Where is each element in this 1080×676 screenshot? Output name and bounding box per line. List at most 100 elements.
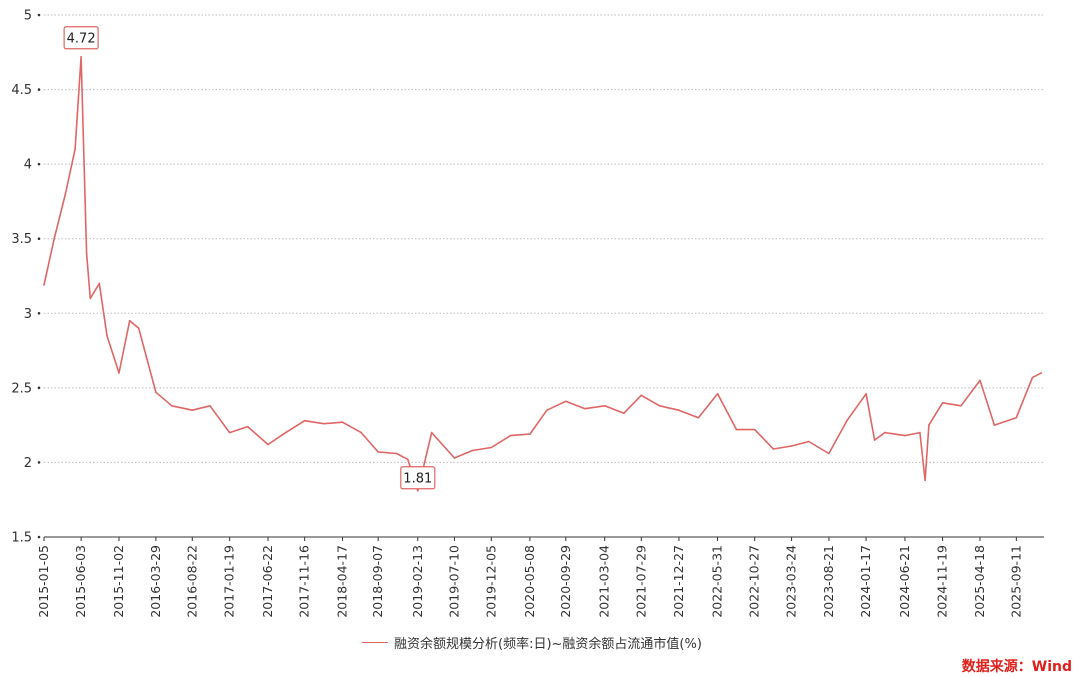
data-point-32 <box>509 434 512 437</box>
callout-label-0: 4.72 <box>67 31 96 46</box>
data-point-52 <box>873 439 876 441</box>
y-tick-label-6: 4.5 <box>11 83 32 98</box>
x-tick-label-11: 2019-07-10 <box>446 545 461 618</box>
data-point-33 <box>529 433 531 435</box>
x-tick-label-12: 2019-12-05 <box>483 545 498 618</box>
x-tick-label-20: 2023-03-24 <box>784 545 799 618</box>
source-note: 数据来源：Wind <box>961 659 1072 675</box>
data-point-39 <box>640 394 643 397</box>
data-point-59 <box>960 404 962 407</box>
x-tick-label-3: 2016-03-29 <box>148 545 163 618</box>
data-point-37 <box>603 404 606 407</box>
data-point-46 <box>772 448 775 450</box>
y-tick-mark-0 <box>37 535 41 539</box>
y-tick-label-2: 2.5 <box>11 381 32 396</box>
x-tick-label-19: 2022-10-27 <box>747 545 762 618</box>
data-point-24 <box>377 451 379 453</box>
x-tick-label-8: 2018-04-17 <box>335 545 350 618</box>
y-tick-label-3: 3 <box>24 307 32 322</box>
data-point-25 <box>395 452 398 455</box>
data-point-28 <box>430 431 433 434</box>
x-tick-label-5: 2017-01-19 <box>222 545 237 618</box>
data-point-8 <box>106 334 108 337</box>
x-tick-label-21: 2023-08-21 <box>821 545 836 618</box>
line-chart: 1.522.533.544.55 2015-01-05 2015-06-03 201… <box>11 9 1044 618</box>
series-line-0 <box>43 56 1042 492</box>
data-point-54 <box>904 434 906 437</box>
data-point-34 <box>546 409 548 412</box>
x-tick-label-24: 2024-11-19 <box>935 545 950 618</box>
x-tick-label-6: 2017-06-22 <box>260 545 275 618</box>
data-point-53 <box>883 431 886 434</box>
data-point-4 <box>80 55 82 58</box>
data-point-35 <box>565 400 567 403</box>
callout-box-1 <box>400 466 436 490</box>
data-point-16 <box>228 431 231 434</box>
data-point-58 <box>941 401 944 404</box>
y-tick-mark-1 <box>37 461 41 464</box>
data-point-64 <box>1040 372 1043 374</box>
data-point-40 <box>658 404 661 407</box>
callout-1: 1.81 <box>400 466 436 490</box>
y-tick-label-0: 1.5 <box>11 531 32 546</box>
x-tick-label-10: 2019-02-13 <box>410 545 425 618</box>
data-point-29 <box>453 457 456 459</box>
data-point-15 <box>209 404 211 407</box>
data-point-20 <box>303 419 306 422</box>
x-tick-label-17: 2021-12-27 <box>671 545 686 618</box>
y-tick-label-5: 4 <box>24 158 32 173</box>
data-point-62 <box>1015 416 1018 419</box>
x-tick-label-18: 2022-05-31 <box>710 545 725 618</box>
x-tick-label-16: 2021-07-29 <box>633 545 648 618</box>
data-point-38 <box>623 412 625 415</box>
data-point-44 <box>735 428 738 431</box>
x-tick-label-13: 2020-05-08 <box>522 545 537 618</box>
x-tick-label-23: 2024-06-21 <box>897 545 912 618</box>
data-point-22 <box>341 421 344 423</box>
data-point-26 <box>407 458 409 461</box>
x-tick-label-25: 2025-04-18 <box>972 545 987 618</box>
y-tick-label-1: 2 <box>24 456 32 471</box>
data-point-36 <box>584 407 586 410</box>
legend: 融资余额规模分析(频率:日)~融资余额占流通市值(%) <box>362 633 702 652</box>
data-point-19 <box>284 431 287 434</box>
data-point-57 <box>928 424 930 426</box>
data-point-63 <box>1031 376 1034 379</box>
x-tick-label-2: 2015-11-02 <box>111 545 126 618</box>
data-point-31 <box>490 446 493 449</box>
y-tick-mark-6 <box>37 88 41 91</box>
data-point-30 <box>471 449 474 452</box>
data-point-41 <box>678 409 680 412</box>
data-point-12 <box>155 391 157 394</box>
x-tick-label-14: 2020-09-29 <box>558 545 573 618</box>
data-point-45 <box>753 428 756 431</box>
data-point-14 <box>191 409 194 412</box>
callout-box-0 <box>63 26 99 50</box>
data-point-18 <box>267 443 269 446</box>
x-tick-label-4: 2016-08-22 <box>184 545 199 618</box>
x-tick-label-9: 2018-09-07 <box>370 545 385 618</box>
data-point-0 <box>43 284 45 286</box>
x-tick-label-1: 2015-06-03 <box>73 545 88 618</box>
data-point-10 <box>128 319 131 322</box>
y-tick-label-7: 5 <box>24 9 32 24</box>
y-tick-mark-4 <box>37 237 41 241</box>
callouts: 4.72 1.81 <box>63 26 436 490</box>
data-point-6 <box>89 297 92 300</box>
y-tick-mark-5 <box>37 162 41 166</box>
data-point-48 <box>807 440 810 443</box>
x-tick-label-0: 2015-01-05 <box>36 545 51 618</box>
data-point-3 <box>74 148 76 151</box>
data-point-49 <box>828 452 830 455</box>
data-point-55 <box>919 431 921 434</box>
data-point-50 <box>846 419 848 422</box>
y-tick-mark-2 <box>37 386 41 390</box>
data-point-23 <box>360 431 363 434</box>
data-point-42 <box>697 416 700 419</box>
data-point-43 <box>716 393 719 395</box>
y-tick-mark-7 <box>37 13 41 17</box>
data-point-47 <box>790 445 793 447</box>
data-point-2 <box>64 193 67 195</box>
data-point-56 <box>924 479 926 482</box>
x-tick-label-15: 2021-03-04 <box>597 545 612 618</box>
